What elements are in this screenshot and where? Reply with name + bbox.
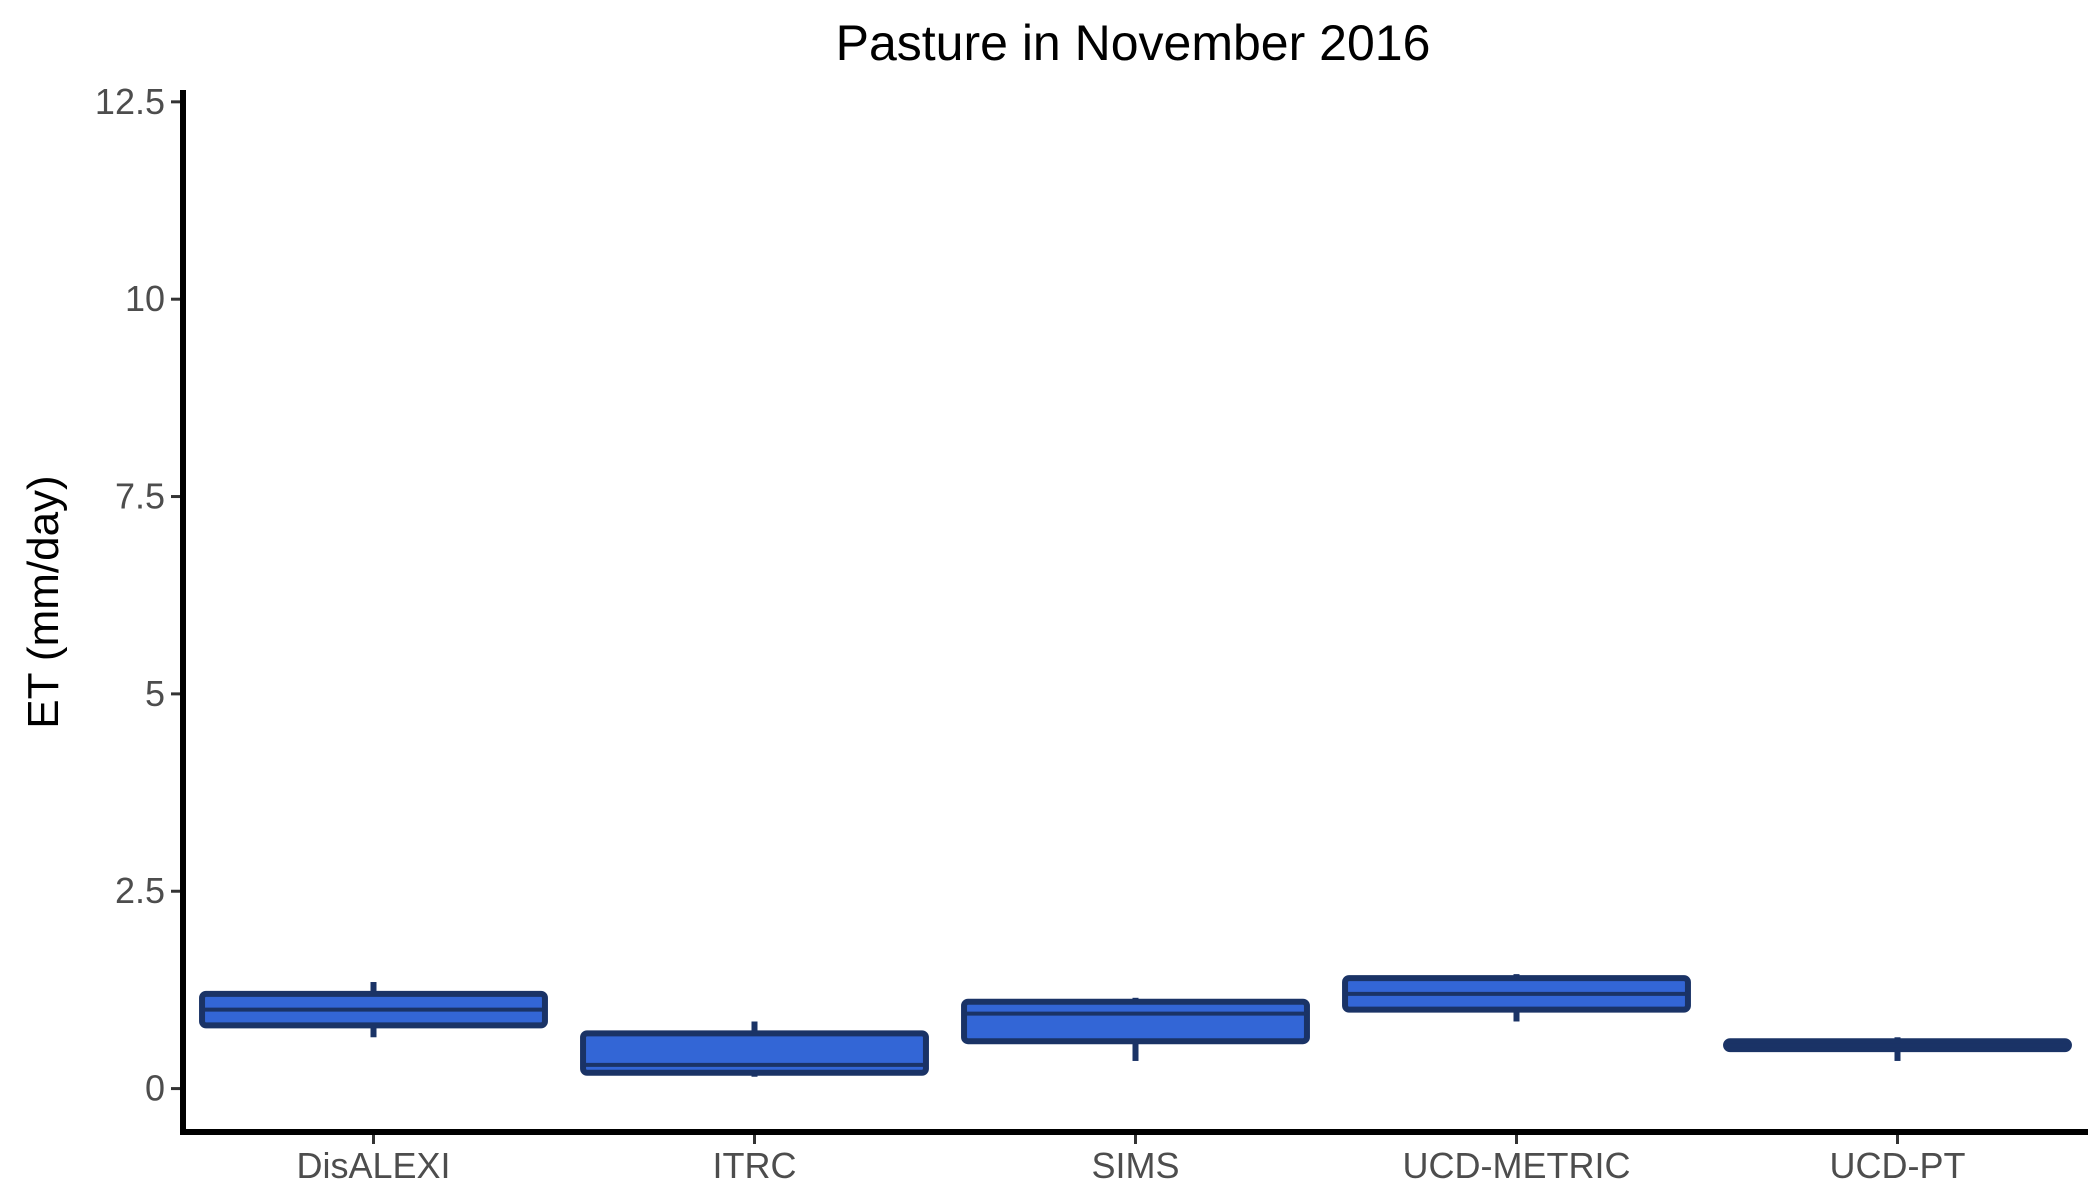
x-tick-label: SIMS	[1091, 1145, 1179, 1186]
x-tick-label: DisALEXI	[296, 1145, 450, 1186]
y-tick-label: 0	[145, 1068, 165, 1109]
x-axis-ticks: DisALEXI ITRC SIMS UCD-METRIC UCD-PT	[296, 1132, 1966, 1186]
x-tick-label: ITRC	[713, 1145, 797, 1186]
chart-title: Pasture in November 2016	[836, 15, 1431, 71]
y-tick-label: 12.5	[95, 81, 165, 122]
y-tick-label: 7.5	[115, 476, 165, 517]
box-plot-group	[1342, 974, 1691, 1022]
box-plot-group	[580, 1021, 929, 1077]
y-tick-label: 5	[145, 673, 165, 714]
box-plot-group	[961, 997, 1310, 1061]
box-plot-group	[199, 982, 548, 1038]
box-iqr	[961, 998, 1310, 1045]
box-plot-boxes	[199, 974, 2072, 1077]
x-tick-label: UCD-METRIC	[1403, 1145, 1631, 1186]
y-tick-label: 10	[125, 278, 165, 319]
x-tick-label: UCD-PT	[1830, 1145, 1966, 1186]
y-axis-ticks: 0 2.5 5 7.5 10 12.5	[95, 81, 183, 1109]
y-tick-label: 2.5	[115, 870, 165, 911]
y-axis-label: ET (mm/day)	[19, 475, 68, 728]
box-plot-group	[1723, 1037, 2072, 1061]
